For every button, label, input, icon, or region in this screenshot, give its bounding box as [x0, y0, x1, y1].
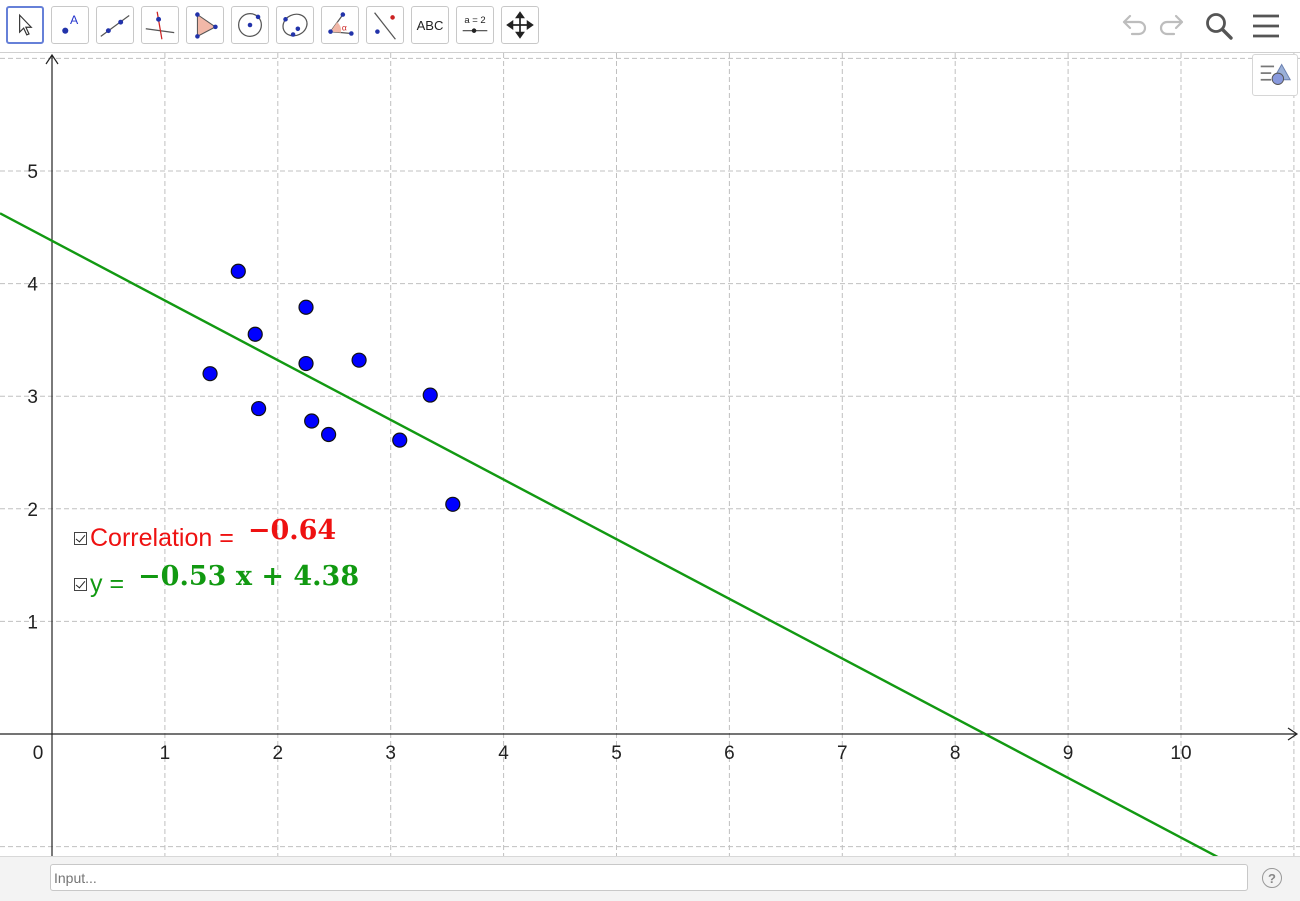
data-point[interactable] [392, 432, 408, 448]
data-point[interactable] [202, 366, 218, 382]
text-tool-button[interactable]: ABC [411, 6, 449, 44]
slider-tool-label: a = 2 [464, 15, 485, 26]
undo-button[interactable] [1118, 10, 1150, 42]
data-point[interactable] [298, 355, 314, 372]
text-icon: ABC [416, 17, 444, 33]
regression-line[interactable] [0, 212, 1300, 901]
circle-center-point-tool-button[interactable] [231, 6, 269, 44]
y-tick-label: 1 [27, 612, 38, 633]
data-point[interactable] [304, 413, 320, 429]
x-tick-label: 4 [498, 743, 509, 764]
angle-tool-button[interactable]: α [321, 6, 359, 44]
perpendicular-line-icon [145, 11, 175, 40]
y-tick-label: 2 [27, 500, 38, 521]
x-tick-label: 1 [160, 743, 171, 764]
point-tool-button[interactable]: A [51, 6, 89, 44]
style-bar-icon [1260, 63, 1292, 85]
graphics-view[interactable]: 0 1 2 3 4 5 6 7 8 9 10 1 2 3 4 5 [0, 53, 1300, 901]
y-axis-arrow-icon [45, 53, 59, 65]
angle-tool-label: α [342, 23, 347, 33]
data-point[interactable] [230, 263, 246, 279]
data-point[interactable] [445, 496, 461, 512]
perpendicular-tool-button[interactable] [141, 6, 179, 44]
point-tool-label: A [70, 13, 79, 27]
x-tick-label: 9 [1063, 743, 1074, 764]
data-point[interactable] [351, 352, 367, 368]
x-tick-label: 5 [611, 743, 622, 764]
data-point[interactable] [321, 426, 337, 443]
menu-icon [1253, 14, 1279, 38]
regression-label: y = −0.53 x + 4.38 [74, 561, 359, 600]
redo-icon [1159, 14, 1184, 36]
toolbar: A α ABC a = 2 [0, 0, 1300, 53]
ellipse-icon [282, 13, 308, 37]
reflect-about-line-icon [374, 12, 396, 40]
y-tick-label: 4 [27, 275, 38, 296]
polygon-icon [195, 12, 218, 39]
correlation-value: −0.64 [247, 515, 337, 546]
data-point[interactable] [251, 400, 267, 417]
correlation-visibility-checkbox[interactable] [74, 532, 87, 545]
redo-button[interactable] [1156, 10, 1188, 42]
regression-label-text: y = [90, 570, 125, 598]
x-tick-label: 2 [273, 743, 284, 764]
move-tool-button[interactable] [6, 6, 44, 44]
cursor-arrow-icon [19, 13, 33, 36]
regression-equation: −0.53 x + 4.38 [138, 561, 360, 592]
input-field[interactable] [50, 864, 1248, 891]
regression-visibility-checkbox[interactable] [74, 578, 87, 591]
conic-tool-button[interactable] [276, 6, 314, 44]
main-menu-button[interactable] [1250, 10, 1282, 42]
data-point[interactable] [247, 326, 263, 342]
x-tick-label: 3 [385, 743, 396, 764]
x-tick-label: 6 [724, 743, 735, 764]
y-tick-label: 5 [27, 162, 38, 183]
slider-icon: a = 2 [462, 15, 488, 33]
line-through-points-icon [100, 15, 130, 37]
search-button[interactable] [1203, 10, 1235, 42]
move-view-arrows-icon [506, 11, 534, 39]
help-button[interactable]: ? [1262, 868, 1282, 888]
reflect-tool-button[interactable] [366, 6, 404, 44]
correlation-label: Correlation = −0.64 [74, 515, 336, 554]
circle-center-point-icon [238, 13, 262, 37]
x-axis-arrow-icon [1287, 727, 1299, 741]
move-graphics-view-tool-button[interactable] [501, 6, 539, 44]
search-icon [1206, 13, 1233, 40]
correlation-label-text: Correlation = [90, 524, 234, 552]
angle-icon: α [328, 12, 354, 36]
style-bar-toggle-button[interactable] [1252, 54, 1298, 96]
x-tick-label: 8 [950, 743, 961, 764]
point-with-label-icon: A [62, 13, 79, 34]
y-tick-label: 3 [27, 387, 38, 408]
graphics-canvas[interactable]: 0 1 2 3 4 5 6 7 8 9 10 1 2 3 4 5 [0, 53, 1300, 901]
input-bar: ? [0, 856, 1300, 901]
line-tool-button[interactable] [96, 6, 134, 44]
slider-tool-button[interactable]: a = 2 [456, 6, 494, 44]
undo-icon [1122, 14, 1147, 36]
x-tick-label: 10 [1170, 743, 1191, 764]
x-tick-label: 0 [33, 743, 44, 764]
data-point[interactable] [298, 299, 314, 315]
polygon-tool-button[interactable] [186, 6, 224, 44]
x-tick-label: 7 [837, 743, 848, 764]
data-point[interactable] [422, 387, 438, 403]
